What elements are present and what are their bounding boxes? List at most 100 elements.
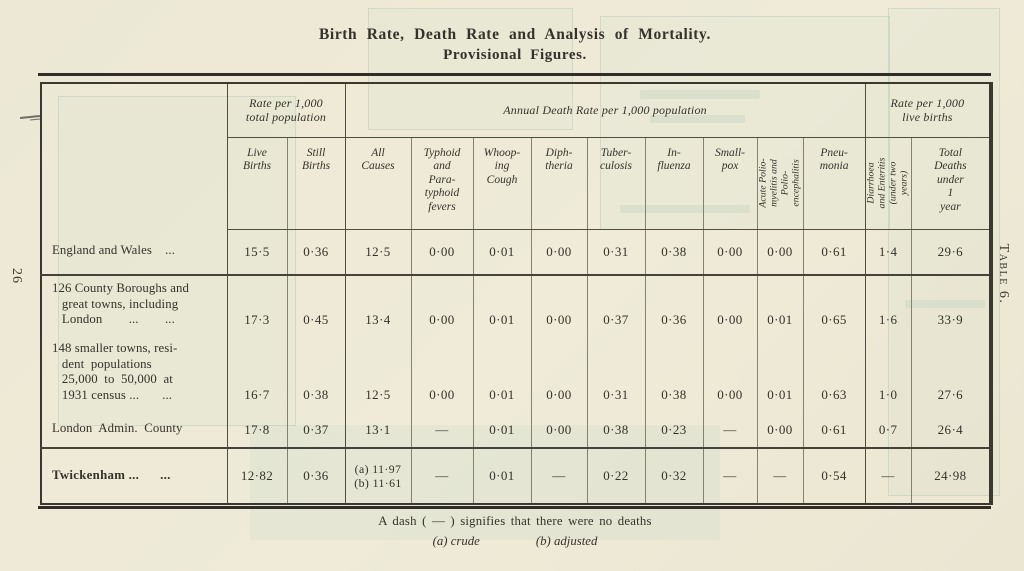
col-header-polio: Acute Polio- myelitis and Polio- encepha… [756, 137, 803, 230]
row-label: London Admin. County [41, 412, 227, 450]
cell: 0·61 [802, 229, 866, 276]
cell: 0·01 [756, 275, 803, 337]
cell: 0·01 [472, 275, 531, 337]
page-number: 26 [9, 268, 24, 284]
col-header-all-causes: All Causes [344, 137, 411, 230]
cell: 29·6 [910, 229, 992, 276]
row-label: England and Wales ... [41, 229, 227, 276]
cell: 0·00 [530, 412, 587, 450]
top-rule [38, 73, 991, 76]
cell: 0·01 [472, 448, 531, 505]
cell: 13·4 [344, 275, 411, 337]
cell: 1·4 [864, 229, 912, 276]
cell: 0·00 [530, 337, 587, 413]
cell: (a) 11·97 (b) 11·61 [344, 448, 411, 505]
cell: 0·00 [530, 275, 587, 337]
table-row-england-wales: England and Wales ... 15·5 0·36 12·5 0·0… [41, 229, 992, 276]
col-header-diarrhoea: Diarrhoea and Enteritis (under two years… [864, 137, 912, 230]
cell: 0·31 [586, 229, 645, 276]
cell: 0·37 [286, 412, 345, 450]
cell: — [410, 448, 473, 505]
col-header-diphtheria: Diph- theria [530, 137, 587, 230]
footnotes: A dash ( — ) signifies that there were n… [40, 514, 990, 549]
cell: 0·00 [756, 412, 803, 450]
footnote-ab: (a) crude (b) adjusted [40, 534, 990, 549]
footnote-a: (a) crude [432, 534, 480, 548]
footnote-dash: A dash ( — ) signifies that there were n… [378, 514, 652, 528]
cell: 0·38 [644, 229, 703, 276]
cell: 0·01 [472, 229, 531, 276]
cell: 0·54 [802, 448, 866, 505]
cell: 12·5 [344, 337, 411, 413]
cell: 0·01 [756, 337, 803, 413]
cell: 13·1 [344, 412, 411, 450]
cell: 0·01 [472, 337, 531, 413]
cell: 0·38 [286, 337, 345, 413]
cell: 1·0 [864, 337, 912, 413]
cell: 0·00 [702, 229, 757, 276]
cell: 0·00 [702, 337, 757, 413]
cell: 16·7 [226, 337, 287, 413]
cell: 27·6 [910, 337, 992, 413]
cell: 0·36 [286, 229, 345, 276]
col-header-diarrhoea-text: Diarrhoea and Enteritis (under two years… [865, 157, 911, 209]
col-header-total-deaths: Total Deaths under 1 year [910, 137, 992, 230]
row-label: Twickenham ... ... [52, 467, 171, 482]
page-title: Birth Rate, Death Rate and Analysis of M… [318, 26, 712, 43]
cell: 0·36 [644, 275, 703, 337]
cell: — [702, 448, 757, 505]
col-header-typhoid: Typhoid and Para- typhoid fevers [410, 137, 473, 230]
cell: 12·5 [344, 229, 411, 276]
col-header-tuberculosis: Tuber- culosis [586, 137, 645, 230]
statistics-table-wrap: Rate per 1,000 total population Annual D… [40, 82, 994, 506]
cell: 0·38 [644, 337, 703, 413]
cell: 17·8 [226, 412, 287, 450]
cell: 0·63 [802, 337, 866, 413]
group-header-death-rate: Annual Death Rate per 1,000 population [344, 83, 866, 138]
cell: 0·61 [802, 412, 866, 450]
cell: — [410, 412, 473, 450]
statistics-table: Rate per 1,000 total population Annual D… [40, 82, 994, 506]
cell: — [756, 448, 803, 505]
table-row-london-admin: London Admin. County 17·8 0·37 13·1 — 0·… [41, 412, 992, 450]
page-subtitle: Provisional Figures. [443, 47, 587, 63]
cell: 0·00 [410, 275, 473, 337]
cell: 0·00 [756, 229, 803, 276]
cell: 24·98 [910, 448, 992, 505]
cell: 0·7 [864, 412, 912, 450]
cell: 0·00 [410, 229, 473, 276]
cell: — [864, 448, 912, 505]
group-header-live-births: Rate per 1,000 live births [864, 83, 992, 138]
cell: 0·65 [802, 275, 866, 337]
col-header-polio-text: Acute Polio- myelitis and Polio- encepha… [757, 158, 803, 208]
table-row-twickenham: Twickenham ... ... 12·82 0·36 (a) 11·97 … [41, 448, 992, 505]
cell: 15·5 [226, 229, 287, 276]
cell: 0·31 [586, 337, 645, 413]
corner-cell [41, 83, 227, 229]
cell: 12·82 [226, 448, 287, 505]
bottom-rule [38, 506, 991, 509]
col-header-pneumonia: Pneu- monia [802, 137, 866, 230]
col-header-smallpox: Small- pox [702, 137, 757, 230]
cell: — [702, 412, 757, 450]
cell: 0·23 [644, 412, 703, 450]
cell: 0·00 [530, 229, 587, 276]
col-header-live-births: Live Births [226, 137, 287, 230]
cell: — [530, 448, 587, 505]
row-label: 126 County Boroughs and great towns, inc… [52, 281, 190, 327]
cell: 0·01 [472, 412, 531, 450]
table-side-caption: Table 6. [996, 243, 1011, 305]
table-row-smaller-towns: 148 smaller towns, resi- dent population… [41, 337, 992, 413]
cell: 0·36 [286, 448, 345, 505]
cell: 17·3 [226, 275, 287, 337]
row-label: 148 smaller towns, resi- dent population… [52, 341, 178, 402]
col-header-whooping-cough: Whoop- ing Cough [472, 137, 531, 230]
cell: 0·00 [702, 275, 757, 337]
cell: 0·32 [644, 448, 703, 505]
footnote-b: (b) adjusted [535, 534, 598, 548]
cell: 0·00 [410, 337, 473, 413]
table-row-county-boroughs: 126 County Boroughs and great towns, inc… [41, 275, 992, 337]
cell: 1·6 [864, 275, 912, 337]
cell: 0·45 [286, 275, 345, 337]
